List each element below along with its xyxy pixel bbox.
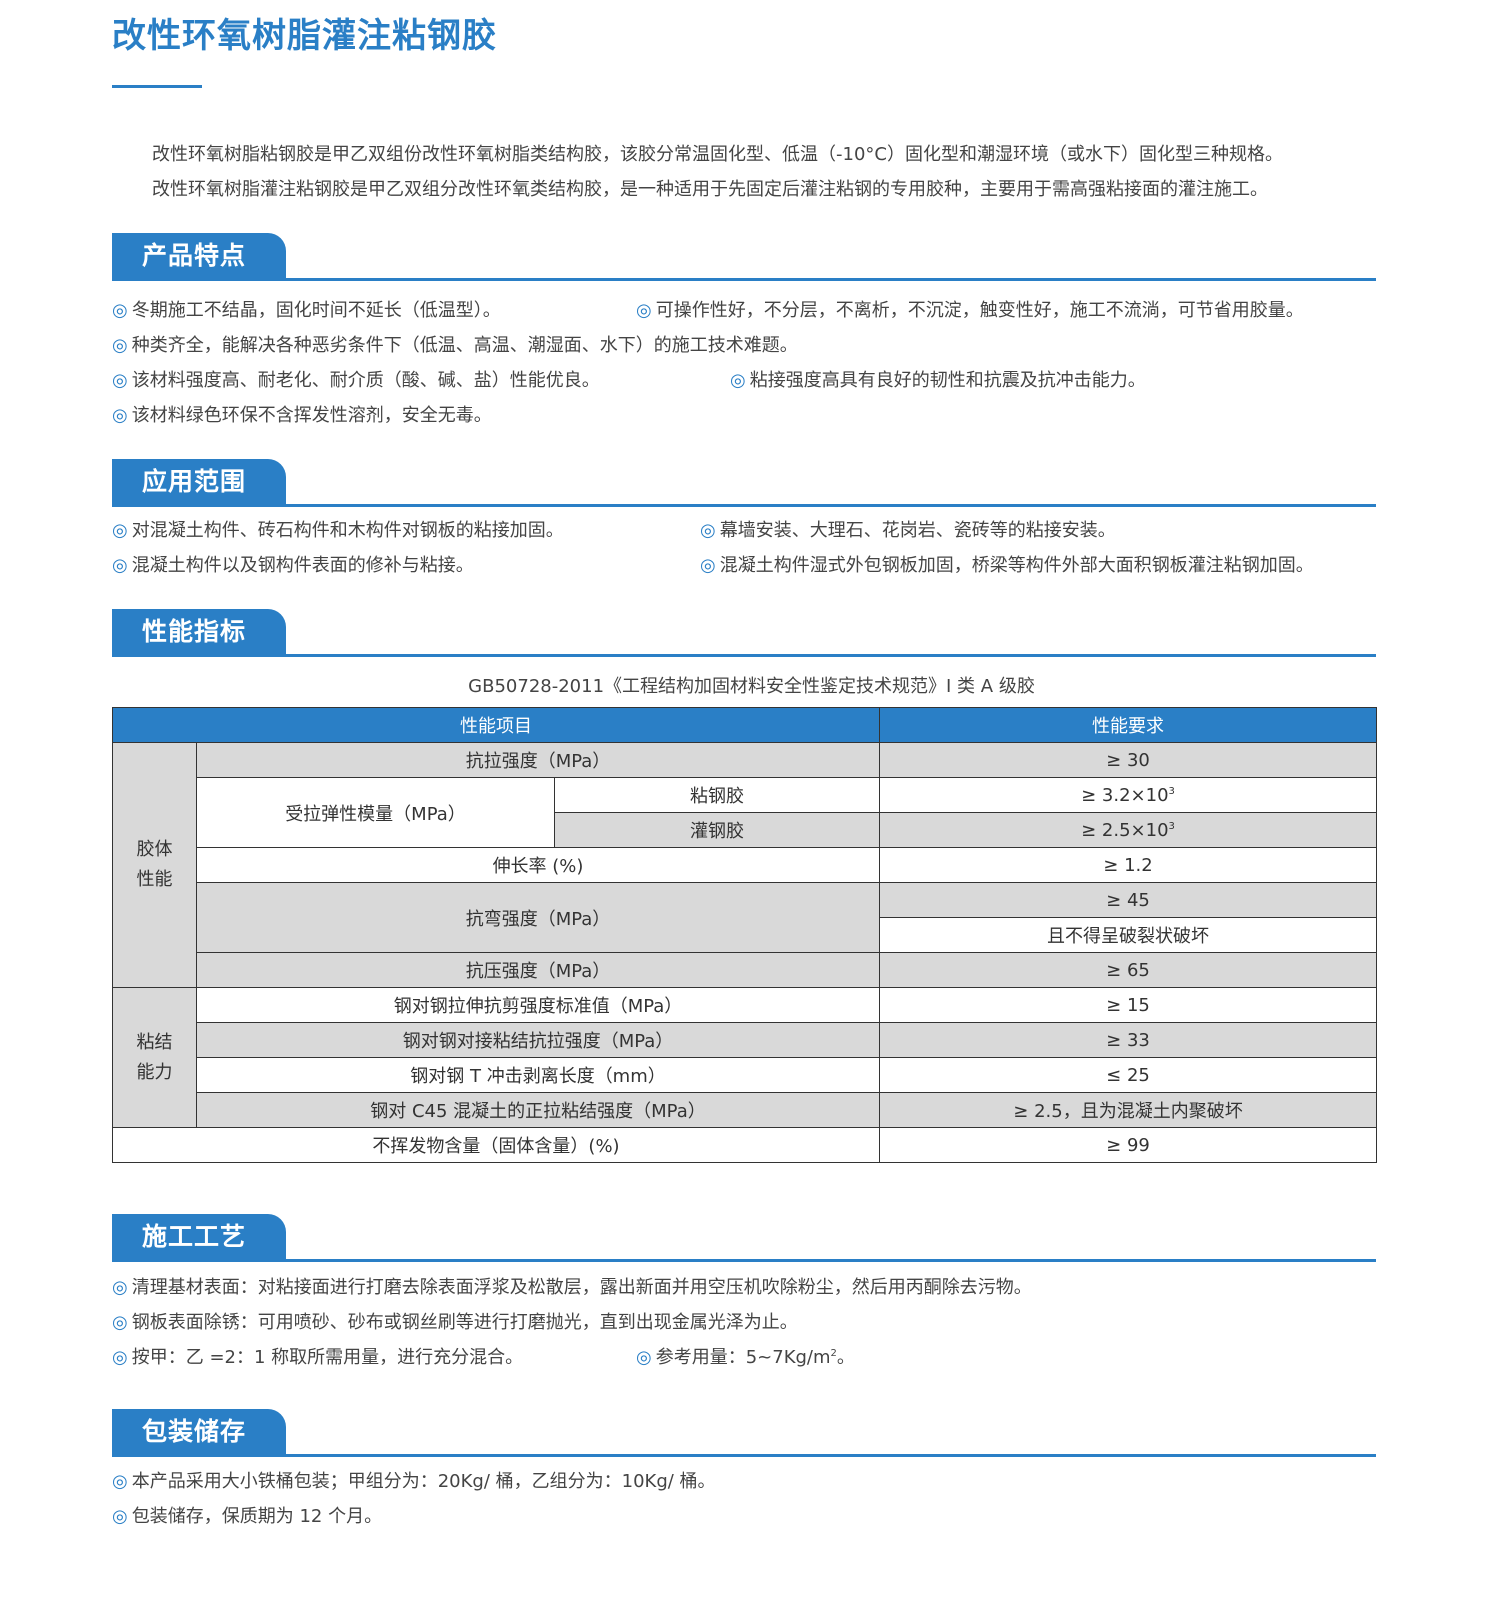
req-cell: ≥ 45 xyxy=(879,882,1378,918)
double-circle-icon: ◎ xyxy=(730,370,746,391)
bullet-item: ◎ 冬期施工不结晶，固化时间不延长（低温型）。 xyxy=(112,300,501,321)
section-tab: 性能指标 xyxy=(112,609,286,655)
bullet-item: ◎ 对混凝土构件、砖石构件和木构件对钢板的粘接加固。 xyxy=(112,520,564,541)
performance-table: 性能项目 性能要求 胶体 性能 抗拉强度（MPa） ≥ 30 受拉弹性模量（MPa）… xyxy=(111,707,1378,1163)
req-cell: ≥ 3.2×103 xyxy=(879,777,1378,813)
req-cell: ≥ 30 xyxy=(879,742,1378,778)
section-tab: 产品特点 xyxy=(112,233,286,279)
bullet-item: ◎ 可操作性好，不分层，不离析，不沉淀，触变性好，施工不流淌，可节省用胶量。 xyxy=(636,300,1304,321)
section-rule xyxy=(112,278,1376,281)
table-caption: GB50728-2011《工程结构加固材料安全性鉴定技术规范》I 类 A 级胶 xyxy=(468,676,1035,697)
bullet-item: ◎ 本产品采用大小铁桶包装；甲组分为：20Kg/ 桶，乙组分为：10Kg/ 桶。 xyxy=(112,1471,716,1492)
req-cell: ≥ 2.5，且为混凝土内聚破坏 xyxy=(879,1092,1378,1128)
intro-paragraph: 改性环氧树脂灌注粘钢胶是甲乙双组分改性环氧类结构胶，是一种适用于先固定后灌注粘钢… xyxy=(152,179,1268,200)
section-tab: 施工工艺 xyxy=(112,1214,286,1260)
item-cell: 抗弯强度（MPa） xyxy=(195,882,881,953)
section-header: 施工工艺 xyxy=(112,1214,1376,1263)
sub-item-cell: 粘钢胶 xyxy=(553,777,881,813)
section-tab: 应用范围 xyxy=(112,459,286,505)
bullet-item: ◎ 幕墙安装、大理石、花岗岩、瓷砖等的粘接安装。 xyxy=(700,520,1116,541)
bullet-item: ◎ 按甲：乙 =2：1 称取所需用量，进行充分混合。 xyxy=(112,1347,524,1368)
section-rule xyxy=(112,1454,1376,1457)
double-circle-icon: ◎ xyxy=(112,520,128,541)
section-rule xyxy=(112,654,1376,657)
double-circle-icon: ◎ xyxy=(700,555,716,576)
item-cell: 钢对钢对接粘结抗拉强度（MPa） xyxy=(195,1022,881,1058)
intro-paragraph: 改性环氧树脂粘钢胶是甲乙双组份改性环氧树脂类结构胶，该胶分常温固化型、低温（-1… xyxy=(152,144,1283,165)
req-cell: ≥ 2.5×103 xyxy=(879,812,1378,848)
item-cell: 钢对钢 T 冲击剥离长度（mm） xyxy=(195,1057,881,1093)
bullet-item: ◎ 混凝土构件湿式外包钢板加固，桥梁等构件外部大面积钢板灌注粘钢加固。 xyxy=(700,555,1314,576)
double-circle-icon: ◎ xyxy=(112,300,128,321)
bullet-item: ◎ 钢板表面除锈：可用喷砂、砂布或钢丝刷等进行打磨抛光，直到出现金属光泽为止。 xyxy=(112,1312,798,1333)
req-cell: ≥ 1.2 xyxy=(879,847,1378,883)
double-circle-icon: ◎ xyxy=(112,1347,128,1368)
double-circle-icon: ◎ xyxy=(112,555,128,576)
bullet-item: ◎ 粘接强度高具有良好的韧性和抗震及抗冲击能力。 xyxy=(730,370,1146,391)
section-rule xyxy=(112,1259,1376,1262)
double-circle-icon: ◎ xyxy=(636,300,652,321)
item-cell: 受拉弹性模量（MPa） xyxy=(196,777,555,848)
section-tab: 包装储存 xyxy=(112,1409,286,1455)
double-circle-icon: ◎ xyxy=(112,405,128,426)
group-bonding-ability: 粘结 能力 xyxy=(112,987,197,1128)
page-title: 改性环氧树脂灌注粘钢胶 xyxy=(112,16,497,56)
group-gel-properties: 胶体 性能 xyxy=(112,742,197,988)
double-circle-icon: ◎ xyxy=(112,1312,128,1333)
bullet-item: ◎ 参考用量：5~7Kg/m2。 xyxy=(636,1347,855,1368)
req-cell: ≥ 65 xyxy=(879,952,1378,988)
item-cell: 不挥发物含量（固体含量）(%) xyxy=(111,1127,881,1163)
double-circle-icon: ◎ xyxy=(112,370,128,391)
req-cell: 且不得呈破裂状破坏 xyxy=(879,917,1378,953)
req-cell: ≥ 33 xyxy=(879,1022,1378,1058)
bullet-item: ◎ 该材料强度高、耐老化、耐介质（酸、碱、盐）性能优良。 xyxy=(112,370,600,391)
req-cell: ≥ 99 xyxy=(879,1127,1378,1163)
double-circle-icon: ◎ xyxy=(112,1277,128,1298)
sub-item-cell: 灌钢胶 xyxy=(553,812,881,848)
item-cell: 伸长率 (%) xyxy=(195,847,881,883)
title-underline xyxy=(112,85,202,88)
section-header: 性能指标 xyxy=(112,609,1376,658)
bullet-item: ◎ 包装储存，保质期为 12 个月。 xyxy=(112,1506,383,1527)
section-header: 产品特点 xyxy=(112,233,1376,282)
req-cell: ≤ 25 xyxy=(879,1057,1378,1093)
bullet-item: ◎ 清理基材表面：对粘接面进行打磨去除表面浮浆及松散层，露出新面并用空压机吹除粉尘… xyxy=(112,1277,1032,1298)
double-circle-icon: ◎ xyxy=(636,1347,652,1368)
section-header: 包装储存 xyxy=(112,1409,1376,1458)
req-cell: ≥ 15 xyxy=(879,987,1378,1023)
double-circle-icon: ◎ xyxy=(112,335,128,356)
item-cell: 抗拉强度（MPa） xyxy=(195,742,881,778)
item-cell: 抗压强度（MPa） xyxy=(195,952,881,988)
header-item: 性能项目 xyxy=(111,707,881,743)
section-header: 应用范围 xyxy=(112,459,1376,508)
header-requirement: 性能要求 xyxy=(879,707,1378,743)
double-circle-icon: ◎ xyxy=(112,1471,128,1492)
double-circle-icon: ◎ xyxy=(112,1506,128,1527)
section-rule xyxy=(112,504,1376,507)
double-circle-icon: ◎ xyxy=(700,520,716,541)
bullet-item: ◎ 种类齐全，能解决各种恶劣条件下（低温、高温、潮湿面、水下）的施工技术难题。 xyxy=(112,335,798,356)
bullet-item: ◎ 混凝土构件以及钢构件表面的修补与粘接。 xyxy=(112,555,474,576)
bullet-item: ◎ 该材料绿色环保不含挥发性溶剂，安全无毒。 xyxy=(112,405,492,426)
item-cell: 钢对钢拉伸抗剪强度标准值（MPa） xyxy=(195,987,881,1023)
item-cell: 钢对 C45 混凝土的正拉粘结强度（MPa） xyxy=(195,1092,881,1128)
